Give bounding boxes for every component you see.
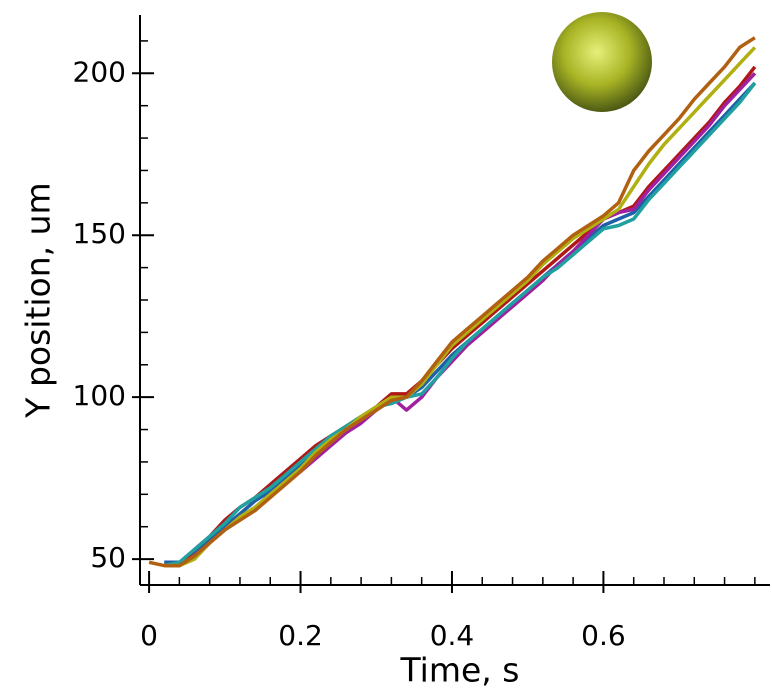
y-tick-label: 50 bbox=[90, 541, 126, 574]
series-line bbox=[164, 46, 757, 568]
series-line bbox=[164, 72, 757, 568]
cell-image bbox=[552, 12, 652, 112]
x-tick-label: 0.4 bbox=[430, 619, 475, 652]
y-axis-title: Y position, um bbox=[19, 182, 58, 418]
y-tick-label: 200 bbox=[73, 55, 126, 88]
series-line bbox=[163, 81, 757, 568]
x-axis-title: Time, s bbox=[400, 651, 520, 690]
y-tick-label: 100 bbox=[73, 379, 126, 412]
series-line bbox=[148, 36, 756, 568]
y-tick-label: 150 bbox=[73, 217, 126, 250]
x-tick-label: 0 bbox=[140, 619, 158, 652]
x-tick-label: 0.2 bbox=[278, 619, 323, 652]
x-tick-label: 0.6 bbox=[581, 619, 626, 652]
series-line bbox=[164, 81, 757, 565]
